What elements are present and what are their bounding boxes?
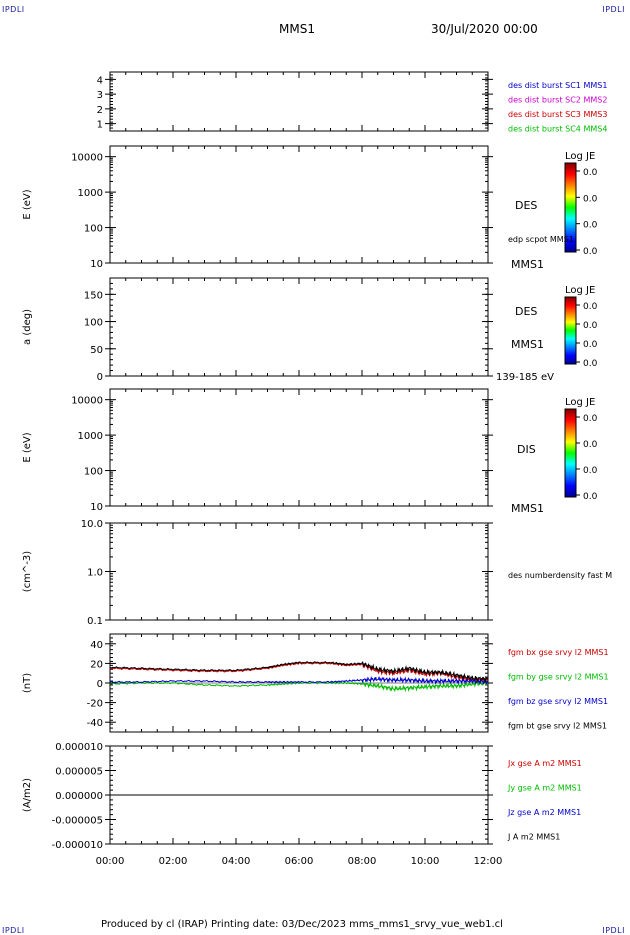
colorbar-tick-label: 0.0: [583, 247, 598, 257]
y-tick-label: -40: [87, 718, 103, 729]
y-tick-label: -0.000010: [52, 840, 103, 851]
footer-text: Produced by cl (IRAP) Printing date: 03/…: [101, 919, 503, 930]
panel-frame: [109, 388, 489, 507]
y-tick-label: 0.000000: [55, 791, 103, 802]
y-tick-label: 2: [97, 105, 103, 116]
spacecraft-label: MMS1: [511, 338, 544, 351]
y-axis-label: (nT): [22, 673, 33, 693]
corner-label-top-left: IPDLI: [2, 5, 25, 14]
y-tick-label: 0.000005: [55, 767, 103, 778]
corner-label-bottom-right: IPDLI: [602, 926, 625, 935]
datetime-title: 30/Jul/2020 00:00: [431, 22, 538, 36]
series-line: [109, 675, 489, 686]
y-tick-label: 10000: [71, 153, 103, 164]
colorbar-title: Log JE: [565, 151, 595, 162]
legend-entry: des numberdensity fast M: [508, 571, 612, 580]
x-tick-label: 10:00: [411, 856, 440, 867]
colorbar-tick-label: 0.0: [583, 414, 598, 424]
y-tick-label: 0: [97, 372, 103, 383]
colorbar: [564, 408, 577, 498]
colorbar-tick-label: 0.0: [583, 359, 598, 369]
instrument-label: DES: [515, 305, 537, 318]
legend-entry: Jy gse A m2 MMS1: [507, 784, 582, 793]
y-tick-label: 4: [97, 75, 103, 86]
colorbar-tick-label: 0.0: [583, 321, 598, 331]
x-tick-label: 12:00: [474, 856, 503, 867]
y-tick-label: 40: [90, 640, 103, 651]
legend-entry: Jx gse A m2 MMS1: [507, 759, 582, 768]
y-tick-label: -0.000005: [52, 816, 103, 827]
colorbar-title: Log JE: [565, 285, 595, 296]
y-tick-label: 100: [84, 224, 103, 235]
y-tick-label: 1: [97, 120, 103, 131]
series-line: [109, 660, 489, 683]
x-tick-label: 08:00: [348, 856, 377, 867]
corner-label-top-right: IPDLI: [602, 5, 625, 14]
x-tick-label: 06:00: [285, 856, 314, 867]
overlay-label: edp scpot MMS1: [508, 235, 574, 244]
colorbar-tick-label: 0.0: [583, 168, 598, 178]
legend-entry: des dist burst SC1 MMS1: [508, 81, 607, 90]
colorbar-tick-label: 0.0: [583, 221, 598, 231]
y-tick-label: 1000: [78, 431, 103, 442]
colorbar: [564, 296, 577, 365]
y-tick-label: 10.0: [81, 519, 103, 530]
panel-frame: [109, 522, 489, 621]
legend-entry: des dist burst SC3 MMS3: [508, 110, 607, 119]
colorbar-tick-label: 0.0: [583, 440, 598, 450]
legend-entry: fgm by gse srvy l2 MMS1: [508, 673, 609, 682]
colorbar-tick-label: 0.0: [583, 466, 598, 476]
y-tick-label: 1000: [78, 188, 103, 199]
energy-range-label: 139-185 eV: [496, 372, 554, 383]
y-tick-label: 0.1: [87, 616, 103, 627]
y-tick-label: -20: [87, 699, 103, 710]
y-tick-label: 0.000010: [55, 742, 103, 753]
legend-entry: J A m2 MMS1: [507, 833, 560, 842]
y-axis-label: (cm^-3): [22, 551, 33, 592]
corner-label-bottom-left: IPDLI: [2, 926, 25, 935]
y-tick-label: 10000: [71, 396, 103, 407]
x-tick-label: 02:00: [159, 856, 188, 867]
y-tick-label: 150: [84, 290, 103, 301]
series-line: [109, 662, 489, 684]
colorbar: [564, 162, 577, 253]
legend-entry: des dist burst SC4 MMS4: [508, 125, 607, 134]
instrument-label: DIS: [517, 443, 536, 456]
colorbar-tick-label: 0.0: [583, 302, 598, 312]
instrument-label: DES: [515, 199, 537, 212]
y-tick-label: 0: [97, 679, 103, 690]
y-axis-label: (A/m2): [22, 778, 33, 812]
legend-entry: Jz gse A m2 MMS1: [507, 808, 581, 817]
y-tick-label: 3: [97, 90, 103, 101]
colorbar-tick-label: 0.0: [583, 492, 598, 502]
y-tick-label: 100: [84, 318, 103, 329]
panel-frame: [109, 71, 489, 132]
colorbar-tick-label: 0.0: [583, 340, 598, 350]
panel-frame: [109, 145, 489, 264]
y-tick-label: 20: [90, 659, 103, 670]
y-axis-label: a (deg): [22, 309, 33, 345]
legend-entry: fgm bt gse srvy l2 MMS1: [508, 722, 607, 731]
colorbar-tick-label: 0.0: [583, 194, 598, 204]
panel-frame: [109, 277, 489, 377]
spacecraft-label: MMS1: [511, 258, 544, 271]
spacecraft-label: MMS1: [511, 502, 544, 515]
y-tick-label: 100: [84, 467, 103, 478]
colorbar-title: Log JE: [565, 397, 595, 408]
y-tick-label: 50: [90, 345, 103, 356]
legend-entry: fgm bx gse srvy l2 MMS1: [508, 648, 609, 657]
y-tick-label: 1.0: [87, 568, 103, 579]
y-axis-label: E (eV): [22, 189, 33, 219]
legend-entry: des dist burst SC2 MMS2: [508, 96, 607, 105]
x-tick-label: 04:00: [222, 856, 251, 867]
y-axis-label: E (eV): [22, 432, 33, 462]
spacecraft-title: MMS1: [279, 22, 315, 36]
y-tick-label: 10: [90, 259, 103, 270]
x-tick-label: 00:00: [96, 856, 125, 867]
legend-entry: fgm bz gse srvy l2 MMS1: [508, 697, 608, 706]
series-line: [110, 679, 489, 693]
y-tick-label: 10: [90, 502, 103, 513]
